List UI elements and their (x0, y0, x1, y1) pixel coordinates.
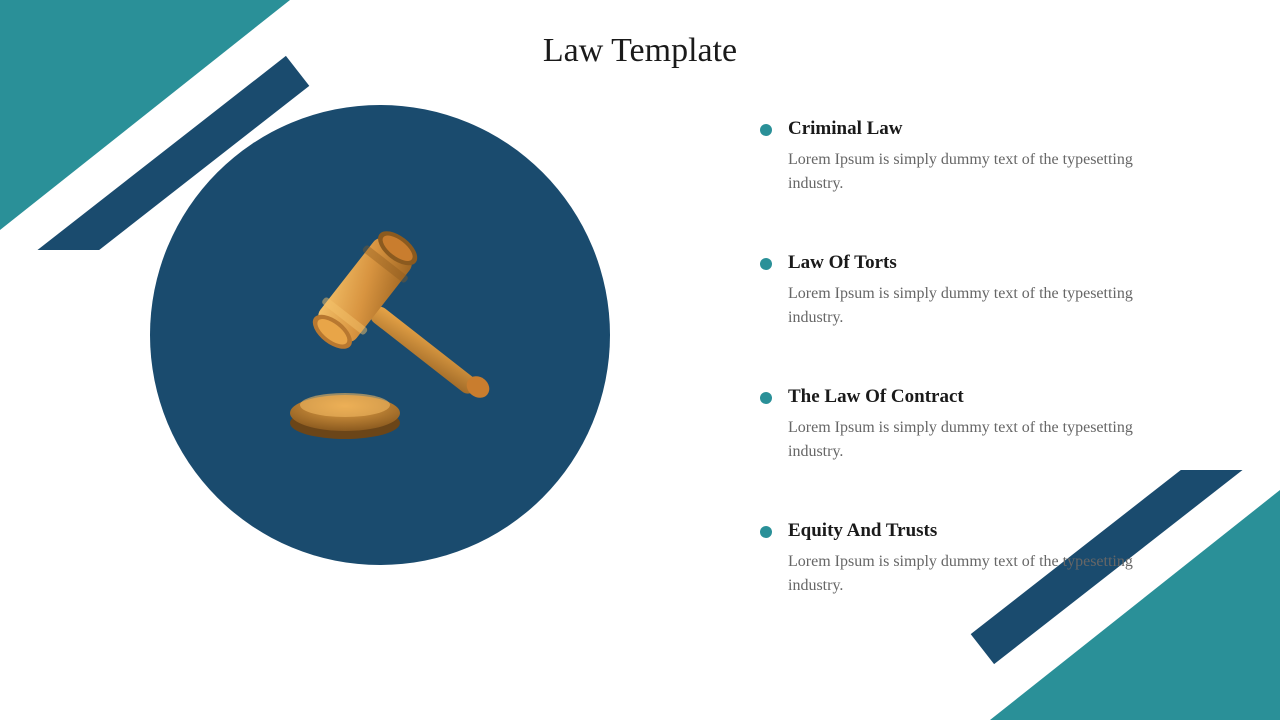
item-description: Lorem Ipsum is simply dummy text of the … (788, 550, 1180, 598)
item-description: Lorem Ipsum is simply dummy text of the … (788, 148, 1180, 196)
bullet-icon (760, 392, 772, 404)
item-title: Law Of Torts (788, 252, 1180, 274)
gavel-icon (250, 205, 510, 465)
list-item: Criminal Law Lorem Ipsum is simply dummy… (760, 118, 1180, 196)
item-description: Lorem Ipsum is simply dummy text of the … (788, 416, 1180, 464)
topic-list: Criminal Law Lorem Ipsum is simply dummy… (760, 118, 1180, 654)
hero-circle (150, 105, 610, 565)
item-description: Lorem Ipsum is simply dummy text of the … (788, 282, 1180, 330)
item-title: Equity And Trusts (788, 520, 1180, 542)
list-item: The Law Of Contract Lorem Ipsum is simpl… (760, 386, 1180, 464)
bullet-icon (760, 526, 772, 538)
bullet-icon (760, 124, 772, 136)
item-title: The Law Of Contract (788, 386, 1180, 408)
bullet-icon (760, 258, 772, 270)
list-item: Equity And Trusts Lorem Ipsum is simply … (760, 520, 1180, 598)
page-title: Law Template (543, 32, 737, 70)
list-item: Law Of Torts Lorem Ipsum is simply dummy… (760, 252, 1180, 330)
item-title: Criminal Law (788, 118, 1180, 140)
